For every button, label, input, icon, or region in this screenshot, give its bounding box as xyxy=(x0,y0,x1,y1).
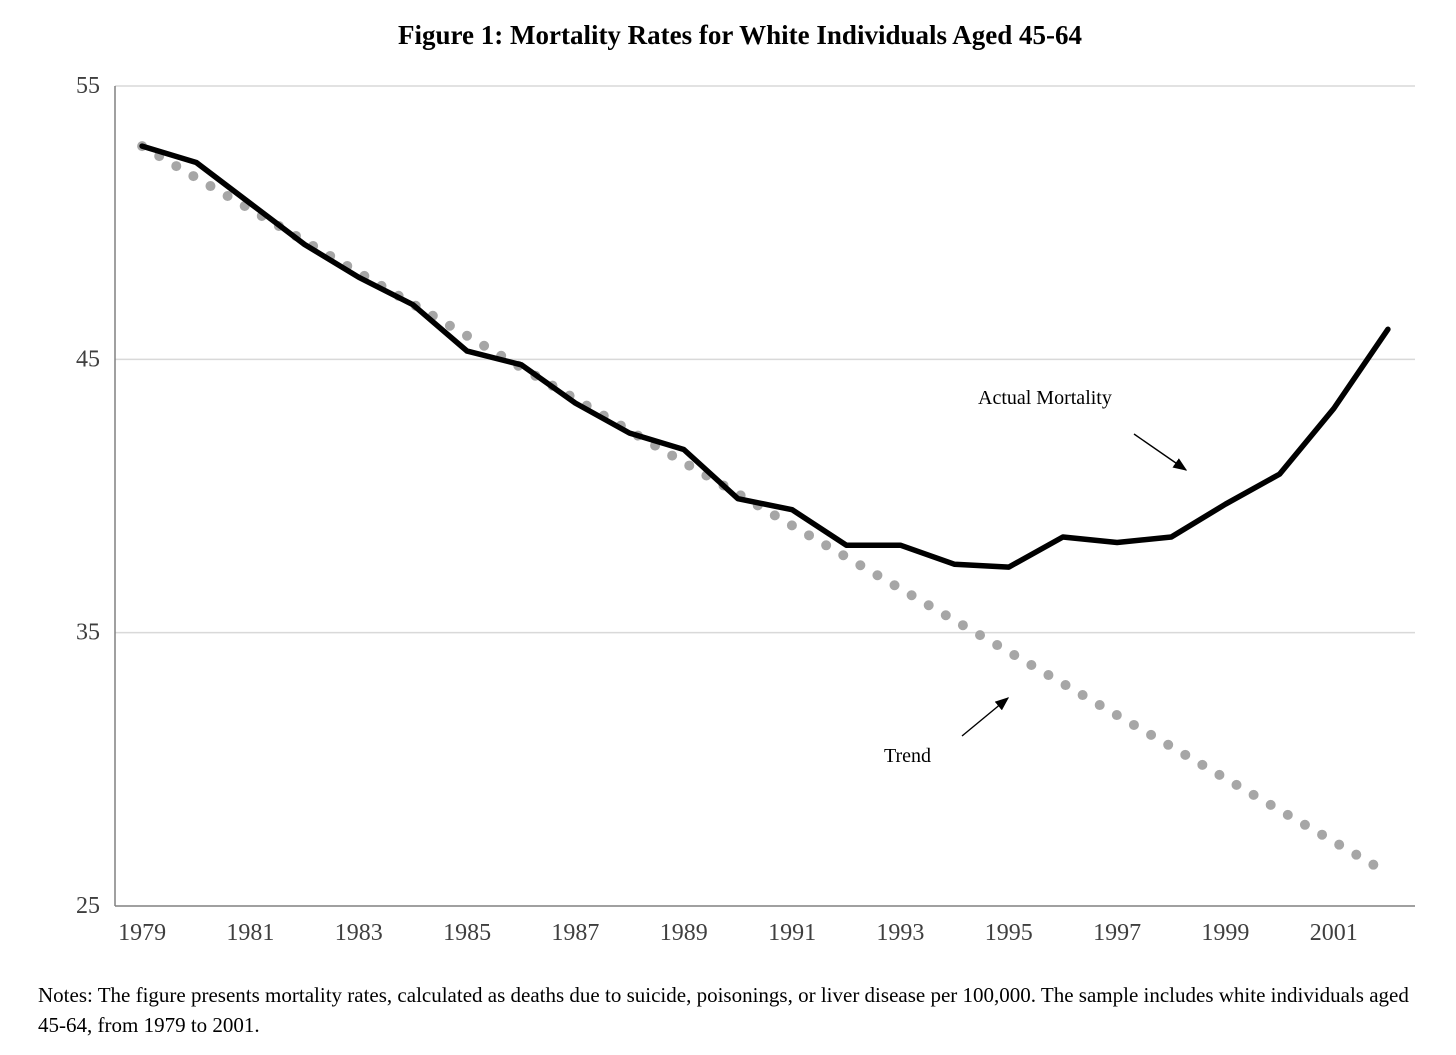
actual-mortality-line xyxy=(139,143,1391,570)
actual-mortality-annotation-label: Actual Mortality xyxy=(978,387,1112,409)
trend-line xyxy=(137,141,1393,879)
x-axis-label-1997: 1997 xyxy=(1093,920,1141,946)
x-axis-label-1991: 1991 xyxy=(768,920,816,946)
y-axis-label-45: 45 xyxy=(76,346,100,372)
x-axis-label-1995: 1995 xyxy=(985,920,1033,946)
chart-title: Figure 1: Mortality Rates for White Indi… xyxy=(398,20,1082,50)
x-axis-label-1989: 1989 xyxy=(660,920,708,946)
x-axis-label-1981: 1981 xyxy=(226,920,274,946)
trend-annotation-label: Trend xyxy=(884,745,932,767)
y-axis-label-55: 55 xyxy=(76,73,100,99)
x-axis-label-1999: 1999 xyxy=(1201,920,1249,946)
x-axis-label-1983: 1983 xyxy=(335,920,383,946)
x-axis-label-1993: 1993 xyxy=(876,920,924,946)
x-axis-label-1987: 1987 xyxy=(551,920,599,946)
y-axis-label-25: 25 xyxy=(76,893,100,919)
x-axis-label-1979: 1979 xyxy=(118,920,166,946)
trend-arrow xyxy=(961,697,1010,737)
figure-notes: Notes: The figure presents mortality rat… xyxy=(38,983,1409,1037)
y-axis-label-35: 35 xyxy=(76,620,100,646)
x-axis-label-1985: 1985 xyxy=(443,920,491,946)
x-axis-label-2001: 2001 xyxy=(1310,920,1358,946)
actual-mortality-arrow xyxy=(1133,433,1188,471)
